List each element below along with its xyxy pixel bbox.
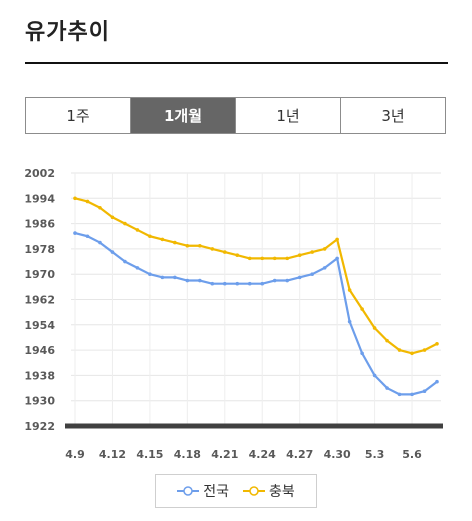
title-divider <box>25 62 448 64</box>
data-point-national <box>198 278 202 283</box>
data-point-chungbuk <box>297 253 302 258</box>
x-tick-label: 5.6 <box>402 448 422 461</box>
data-point-chungbuk <box>198 243 202 248</box>
data-point-chungbuk <box>110 215 115 220</box>
data-point-national <box>260 281 265 286</box>
data-point-chungbuk <box>272 256 277 261</box>
data-point-national <box>385 386 389 390</box>
series-line-chungbuk <box>74 197 438 355</box>
data-point-chungbuk <box>372 326 377 330</box>
data-point-chungbuk <box>310 250 314 254</box>
data-point-chungbuk <box>347 288 352 292</box>
legend-marker-national-icon <box>177 486 200 496</box>
data-point-national <box>110 250 115 254</box>
page-title: 유가추이 <box>25 20 110 45</box>
y-tick-label: 1938 <box>24 369 55 382</box>
y-tick-label: 1970 <box>24 268 55 281</box>
data-point-national <box>160 275 165 280</box>
x-tick-label: 4.30 <box>324 448 351 461</box>
legend-label-national: 전국 <box>203 484 229 500</box>
data-point-chungbuk <box>235 253 240 258</box>
legend-label-chungbuk: 충북 <box>269 484 295 500</box>
series-line-national <box>74 232 438 396</box>
y-tick-label: 1978 <box>24 243 55 256</box>
data-point-chungbuk <box>385 338 389 343</box>
data-point-national <box>85 234 90 239</box>
data-point-chungbuk <box>173 240 177 245</box>
data-point-national <box>435 379 439 384</box>
x-tick-label: 4.15 <box>136 448 163 461</box>
x-tick-label: 4.9 <box>65 448 85 461</box>
y-tick-label: 1994 <box>24 192 55 205</box>
data-point-national <box>410 392 414 397</box>
y-tick-label: 2002 <box>24 167 55 180</box>
data-point-national <box>123 259 127 264</box>
legend-marker-chungbuk-icon <box>243 486 265 496</box>
data-point-chungbuk <box>435 341 439 346</box>
data-point-national <box>372 373 377 378</box>
data-point-national <box>397 392 402 397</box>
data-point-national <box>148 272 152 276</box>
data-point-chungbuk <box>98 205 102 210</box>
x-tick-label: 5.3 <box>365 448 385 461</box>
data-point-national <box>297 275 302 280</box>
data-point-national <box>422 389 427 394</box>
data-point-national <box>347 319 352 324</box>
x-tick-label: 4.21 <box>211 448 238 461</box>
data-point-national <box>272 278 277 283</box>
data-point-chungbuk <box>135 228 140 232</box>
data-point-chungbuk <box>222 250 227 254</box>
data-point-national <box>247 281 252 286</box>
data-point-national <box>185 278 190 283</box>
data-point-chungbuk <box>247 256 252 261</box>
tab-1-month[interactable]: 1개월 <box>131 98 236 133</box>
data-point-chungbuk <box>210 247 215 251</box>
data-point-national <box>235 281 240 286</box>
tab-3-year[interactable]: 3년 <box>381 107 405 125</box>
data-point-national <box>135 266 140 270</box>
data-point-chungbuk <box>148 234 152 239</box>
price-trend-chart: 2002 1994 1986 1978 1970 1962 1954 1946 1938 1930… <box>24 167 443 461</box>
data-point-chungbuk <box>260 256 265 261</box>
data-point-chungbuk <box>123 221 127 226</box>
data-point-national <box>210 281 215 286</box>
data-point-chungbuk <box>160 237 165 242</box>
data-point-national <box>335 256 339 261</box>
x-tick-label: 4.18 <box>174 448 201 461</box>
data-point-national <box>310 272 314 276</box>
tab-1-year[interactable]: 1년 <box>236 98 341 133</box>
data-point-chungbuk <box>85 199 90 204</box>
data-point-chungbuk <box>335 237 339 242</box>
chart-legend: 전국 충북 <box>155 474 317 508</box>
data-point-chungbuk <box>410 351 414 356</box>
y-tick-label: 1954 <box>24 319 55 332</box>
data-point-chungbuk <box>73 196 77 201</box>
data-point-national <box>360 351 364 356</box>
x-tick-label: 4.12 <box>99 448 126 461</box>
data-point-chungbuk <box>185 243 190 248</box>
data-point-national <box>173 275 177 280</box>
data-point-chungbuk <box>422 348 427 352</box>
legend-item-chungbuk[interactable]: 충북 <box>243 481 295 501</box>
data-point-national <box>285 278 290 283</box>
data-point-chungbuk <box>322 247 327 251</box>
period-tabs: 1주 1개월 1년 3년 <box>25 97 446 134</box>
x-tick-label: 4.24 <box>249 448 276 461</box>
y-tick-label: 1922 <box>24 420 55 433</box>
data-point-chungbuk <box>360 307 364 311</box>
y-tick-label: 1946 <box>24 344 55 357</box>
data-point-national <box>73 231 77 235</box>
y-tick-label: 1962 <box>24 294 55 307</box>
legend-item-national[interactable]: 전국 <box>177 481 229 501</box>
data-point-national <box>322 266 327 270</box>
x-tick-label: 4.27 <box>286 448 313 461</box>
data-point-chungbuk <box>397 348 402 352</box>
data-point-chungbuk <box>285 256 290 261</box>
data-point-national <box>98 240 102 245</box>
data-point-national <box>222 281 227 286</box>
tab-1-week[interactable]: 1주 <box>26 98 131 133</box>
y-tick-label: 1930 <box>24 395 55 408</box>
y-tick-label: 1986 <box>24 218 55 231</box>
